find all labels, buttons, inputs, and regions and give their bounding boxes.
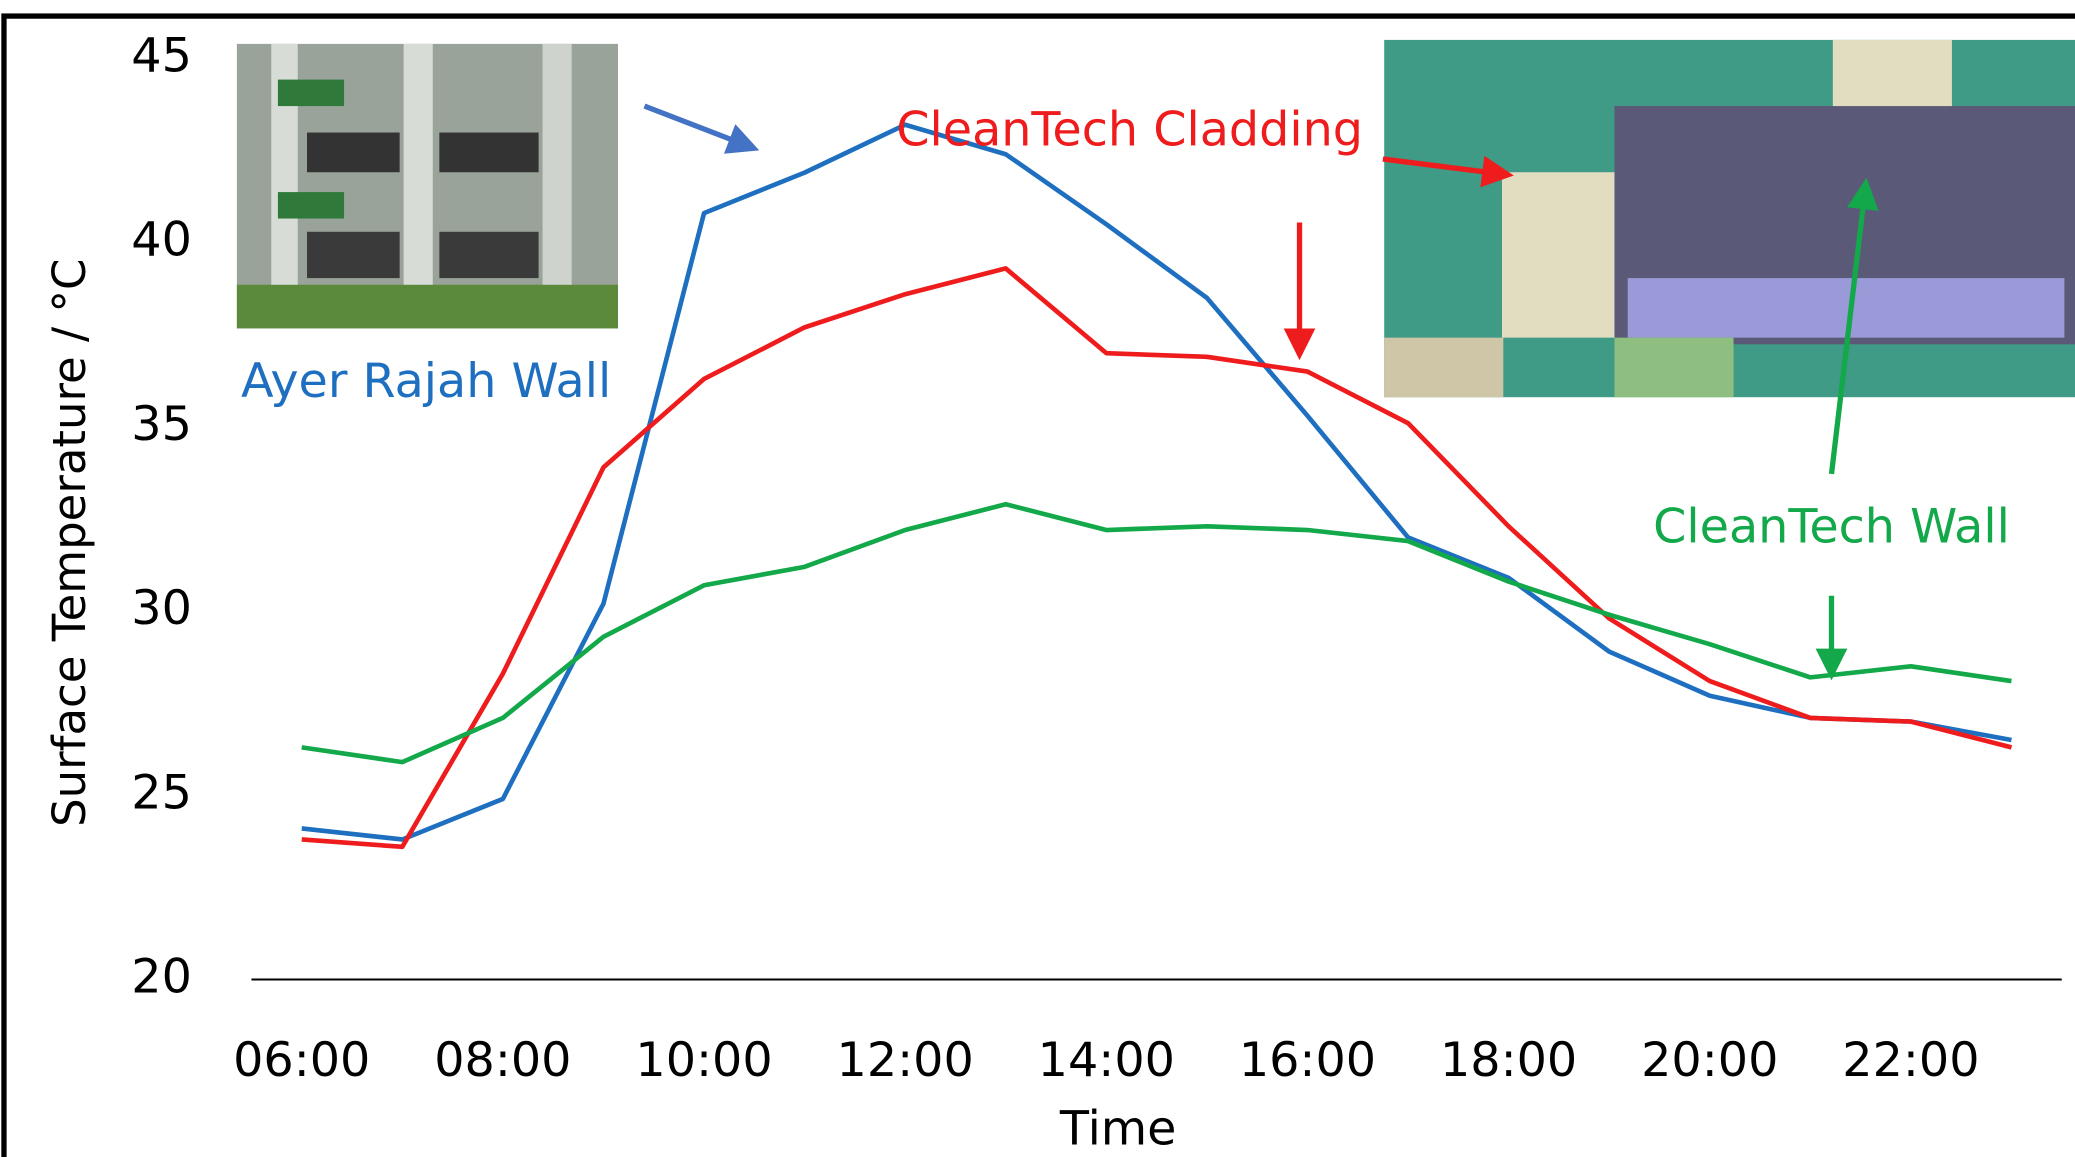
- y-axis-label: Surface Temperature / °C: [43, 259, 96, 827]
- photo-cleantech: [1384, 40, 2075, 397]
- x-tick-label: 12:00: [837, 1033, 974, 1088]
- y-tick-label: 25: [131, 765, 192, 820]
- x-tick-label: 10:00: [635, 1033, 772, 1088]
- x-tick-label: 14:00: [1038, 1033, 1175, 1088]
- x-tick-label: 18:00: [1440, 1033, 1577, 1088]
- series-label: CleanTech Cladding: [896, 103, 1363, 158]
- chart: Time Surface Temperature / °C 20 25 30 35 40…: [0, 0, 2075, 1157]
- x-tick-label: 22:00: [1842, 1033, 1979, 1088]
- y-tick-label: 45: [131, 28, 192, 83]
- y-tick-label: 35: [131, 397, 192, 452]
- y-tick-label: 30: [131, 581, 192, 636]
- x-axis-label: Time: [1059, 1102, 1177, 1157]
- x-tick-label: 16:00: [1239, 1033, 1376, 1088]
- photo-ayer-rajah: [237, 44, 618, 329]
- x-tick-label: 06:00: [233, 1033, 370, 1088]
- series-label: Ayer Rajah Wall: [241, 354, 611, 409]
- x-tick-label: 20:00: [1641, 1033, 1778, 1088]
- y-tick-label: 40: [131, 213, 192, 268]
- x-tick-label: 08:00: [434, 1033, 571, 1088]
- series-label: CleanTech Wall: [1653, 500, 2010, 555]
- y-tick-label: 20: [131, 949, 192, 1004]
